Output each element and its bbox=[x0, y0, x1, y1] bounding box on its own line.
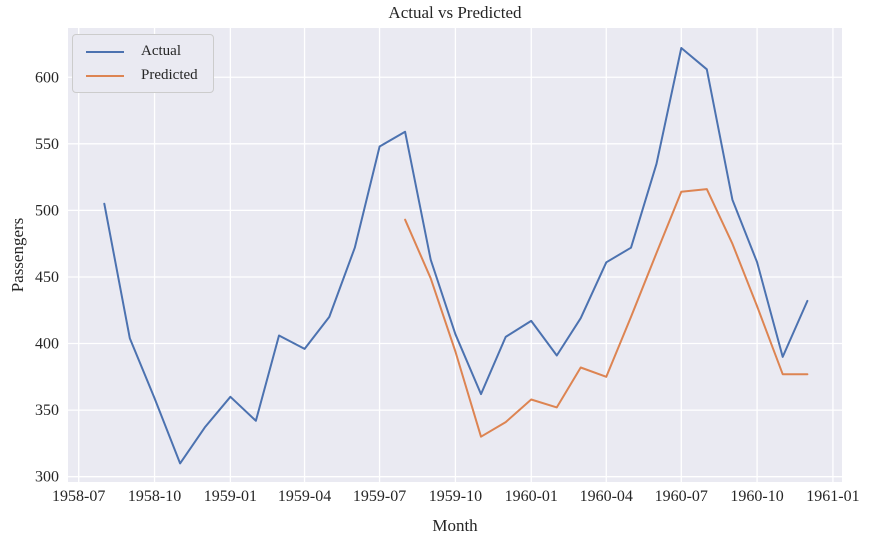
y-tick-label: 500 bbox=[35, 202, 59, 219]
x-tick-label: 1958-07 bbox=[52, 488, 105, 505]
x-tick-label: 1961-01 bbox=[806, 488, 859, 505]
y-tick-label: 450 bbox=[35, 269, 59, 286]
chart-title: Actual vs Predicted bbox=[388, 3, 522, 22]
x-tick-label: 1960-07 bbox=[655, 488, 708, 505]
x-axis-label: Month bbox=[432, 516, 478, 535]
predicted-line-swatch bbox=[86, 74, 124, 77]
legend-label-actual: Actual bbox=[141, 43, 181, 59]
x-tick-label: 1960-01 bbox=[505, 488, 558, 505]
x-tick-label: 1958-10 bbox=[128, 488, 181, 505]
x-tick-label: 1960-10 bbox=[730, 488, 783, 505]
actual-line-swatch bbox=[86, 50, 124, 53]
legend-entry-predicted: Predicted bbox=[86, 67, 198, 84]
x-tick-label: 1959-04 bbox=[278, 488, 331, 505]
legend: Actual Predicted bbox=[72, 34, 214, 93]
y-tick-label: 600 bbox=[35, 69, 59, 86]
legend-entry-actual: Actual bbox=[86, 43, 198, 60]
y-tick-label: 350 bbox=[35, 402, 59, 419]
y-tick-label: 300 bbox=[35, 469, 59, 486]
x-tick-label: 1960-04 bbox=[580, 488, 633, 505]
x-tick-label: 1959-01 bbox=[204, 488, 257, 505]
y-tick-label: 400 bbox=[35, 336, 59, 353]
x-tick-label: 1959-07 bbox=[353, 488, 406, 505]
series-line-actual bbox=[103, 47, 809, 465]
y-axis-label: Passengers bbox=[8, 217, 27, 293]
y-tick-label: 550 bbox=[35, 136, 59, 153]
x-tick-label: 1959-10 bbox=[429, 488, 482, 505]
legend-label-predicted: Predicted bbox=[141, 67, 198, 83]
series-line-predicted bbox=[404, 188, 809, 438]
